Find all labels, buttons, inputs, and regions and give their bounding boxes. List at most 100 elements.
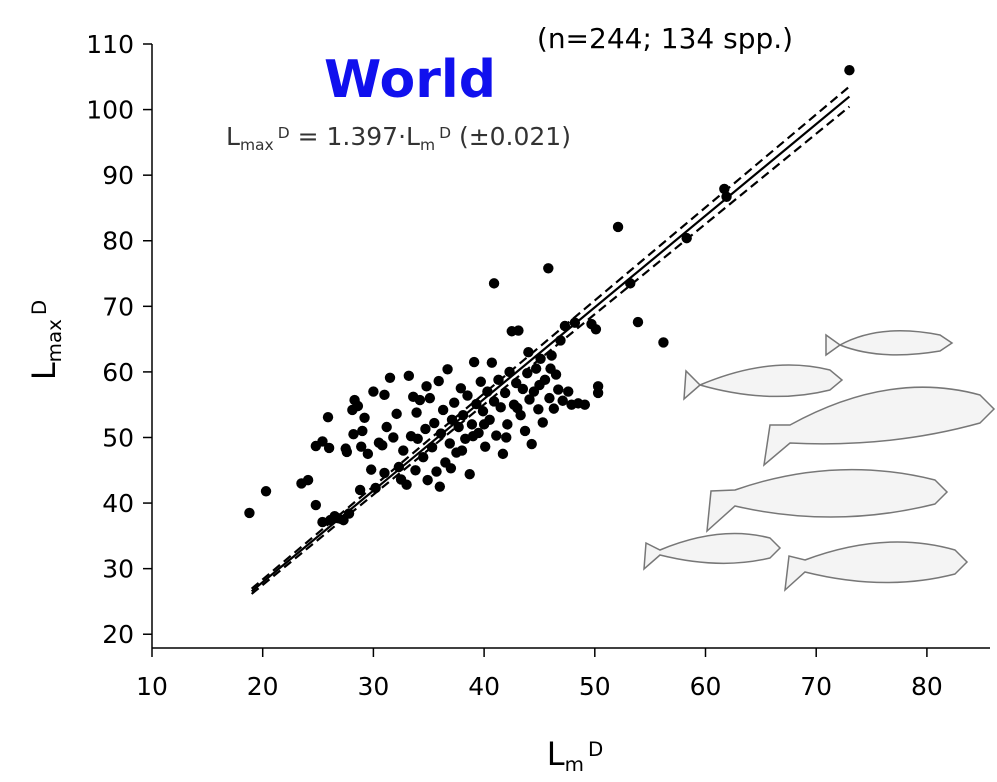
point — [449, 398, 459, 408]
point — [357, 426, 367, 436]
point — [721, 192, 731, 202]
point — [363, 449, 373, 459]
point — [244, 508, 254, 518]
label-part: L — [226, 122, 240, 151]
point — [411, 407, 421, 417]
point — [633, 317, 643, 327]
point — [535, 354, 545, 364]
point — [353, 401, 363, 411]
confidence-line — [252, 87, 850, 589]
point — [560, 321, 570, 331]
y-tick-label: 60 — [102, 358, 134, 387]
y-tick-label: 110 — [86, 30, 134, 59]
point — [520, 426, 530, 436]
point — [523, 347, 533, 357]
label-part: D — [439, 124, 451, 142]
point — [422, 475, 432, 485]
point — [429, 418, 439, 428]
point — [479, 419, 489, 429]
point — [418, 452, 428, 462]
point — [512, 403, 522, 413]
point — [546, 350, 556, 360]
point — [591, 324, 601, 334]
point — [410, 465, 420, 475]
point — [544, 393, 554, 403]
point — [496, 402, 506, 412]
point — [468, 431, 478, 441]
label-part: m — [420, 136, 435, 154]
point — [420, 424, 430, 434]
point — [549, 403, 559, 413]
y-tick-label: 40 — [102, 489, 134, 518]
point — [522, 368, 532, 378]
point — [453, 422, 463, 432]
point — [570, 318, 580, 328]
label-part: max — [240, 136, 274, 154]
point — [341, 443, 351, 453]
point — [370, 483, 380, 493]
chart-title: World — [324, 50, 496, 110]
fish — [707, 470, 947, 531]
label-part: L — [547, 735, 565, 773]
point — [425, 393, 435, 403]
y-tick-label: 70 — [102, 292, 134, 321]
point — [487, 358, 497, 368]
point — [391, 409, 401, 419]
point — [323, 412, 333, 422]
point — [538, 417, 548, 427]
point — [501, 432, 511, 442]
point — [625, 278, 635, 288]
point — [491, 430, 501, 440]
x-tick-label: 70 — [800, 672, 832, 701]
point — [359, 413, 369, 423]
point — [379, 390, 389, 400]
fish — [644, 534, 780, 569]
point — [534, 380, 544, 390]
point — [480, 441, 490, 451]
label-part: max — [43, 319, 66, 362]
point — [613, 222, 623, 232]
point — [545, 363, 555, 373]
fish — [785, 542, 967, 590]
point — [368, 386, 378, 396]
point — [421, 381, 431, 391]
point — [493, 375, 503, 385]
point — [348, 429, 358, 439]
x-tick-label: 60 — [690, 672, 722, 701]
point — [465, 469, 475, 479]
point — [445, 438, 455, 448]
point — [366, 464, 376, 474]
fish — [684, 365, 842, 399]
point — [658, 337, 668, 347]
point — [303, 475, 313, 485]
point — [527, 439, 537, 449]
point — [324, 443, 334, 453]
point — [844, 65, 854, 75]
point — [543, 263, 553, 273]
point — [593, 388, 603, 398]
point — [563, 386, 573, 396]
point — [469, 357, 479, 367]
x-axis-label: LmD — [547, 735, 603, 776]
point — [261, 486, 271, 496]
y-tick-label: 100 — [86, 96, 134, 125]
y-tick-label: 80 — [102, 227, 134, 256]
point — [385, 373, 395, 383]
point — [467, 419, 477, 429]
point — [498, 449, 508, 459]
point — [415, 395, 425, 405]
point — [681, 233, 691, 243]
point — [502, 419, 512, 429]
y-tick-label: 50 — [102, 423, 134, 452]
point — [504, 367, 514, 377]
x-tick-label: 50 — [579, 672, 611, 701]
point — [404, 371, 414, 381]
point — [401, 480, 411, 490]
point — [329, 511, 339, 521]
point — [388, 432, 398, 442]
y-tick-label: 90 — [102, 161, 134, 190]
point — [379, 468, 389, 478]
point — [500, 388, 510, 398]
y-axis-label: LmaxD — [25, 300, 66, 380]
y-tick-label: 20 — [102, 620, 134, 649]
